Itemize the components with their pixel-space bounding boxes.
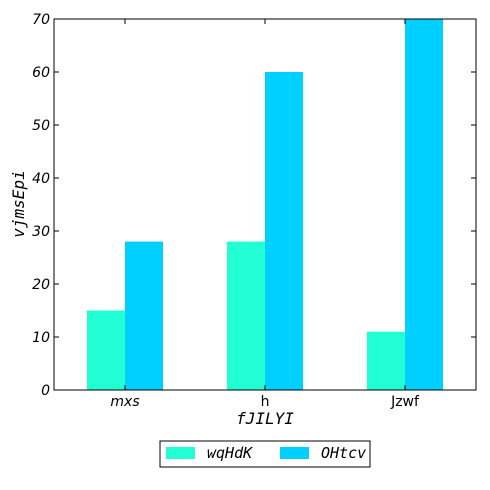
y-tick-label: 60 (32, 65, 50, 81)
legend-swatch-ohtcv (280, 447, 309, 459)
y-tick-label: 70 (32, 12, 50, 28)
bar-wqhdk-h (227, 242, 265, 390)
legend-swatch-wqhdk (166, 447, 195, 459)
y-tick-label: 50 (32, 118, 50, 134)
legend: wqHdK OHtcv (160, 441, 370, 467)
bar-ohtcv-jzwf (405, 19, 443, 390)
y-axis-label: vjmsEpi (9, 170, 28, 237)
bar-wqhdk-jzwf (367, 332, 405, 390)
bar-ohtcv-mxs (125, 242, 163, 390)
x-tick-label: h (261, 394, 270, 410)
bars-layer (87, 19, 443, 390)
x-axis-label: fJILYI (236, 409, 294, 428)
y-tick-label: 0 (41, 383, 50, 399)
y-tick-label: 10 (32, 330, 50, 346)
y-tick-label: 40 (32, 171, 50, 187)
bar-ohtcv-h (265, 72, 303, 390)
legend-label-ohtcv: OHtcv (321, 444, 366, 462)
legend-label-wqhdk: wqHdK (207, 444, 253, 462)
x-tick-label: Jzwf (390, 394, 420, 410)
y-tick-label: 30 (32, 224, 50, 240)
y-tick-label: 20 (32, 277, 50, 293)
bar-wqhdk-mxs (87, 311, 125, 391)
x-tick-label: mxs (110, 394, 139, 410)
